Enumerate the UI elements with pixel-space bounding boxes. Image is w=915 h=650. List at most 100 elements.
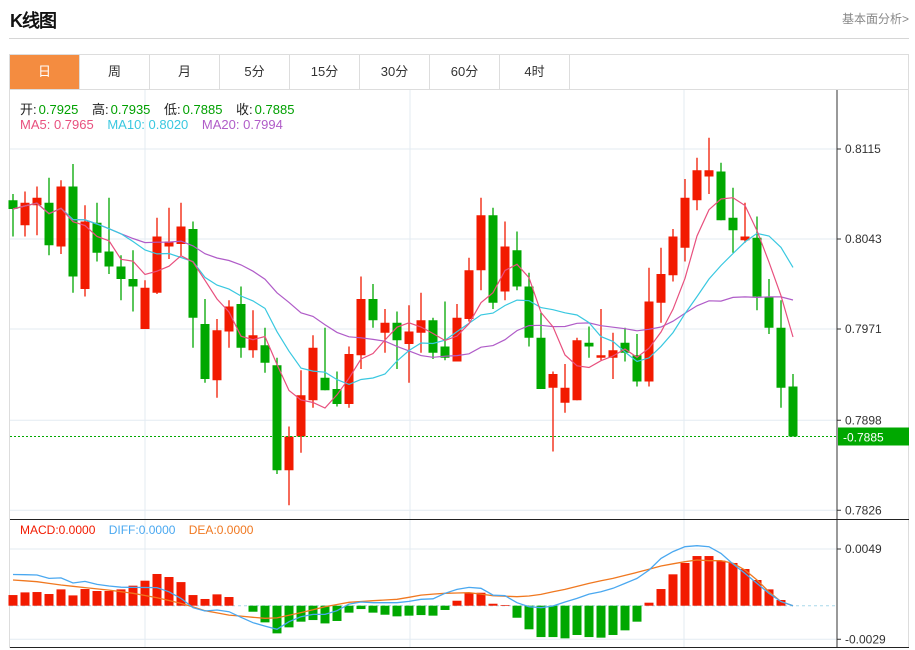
macd-bar — [140, 580, 150, 606]
macd-bar — [608, 605, 618, 635]
candle-up — [248, 335, 258, 351]
macd-bar — [68, 595, 78, 606]
candle-up — [308, 347, 318, 401]
candle-up — [500, 246, 510, 292]
ma-info: MA5: 0.7965 MA10: 0.8020 MA20: 0.7994 — [20, 117, 285, 132]
candle-down — [188, 229, 198, 318]
candle-up — [704, 170, 714, 177]
ohlc-info: 开: 0.7925 高: 0.7935 低: 0.7885 收: 0.7885 — [20, 99, 304, 118]
macd-bar — [584, 605, 594, 638]
close-value: 0.7885 — [254, 102, 295, 117]
macd-bar — [632, 605, 642, 622]
macd-bar — [500, 605, 510, 606]
macd-bar — [128, 585, 138, 606]
macd-bar — [8, 595, 18, 606]
macd-bar — [452, 600, 462, 606]
macd-bar — [488, 603, 498, 606]
price-tick-label: 0.8043 — [845, 232, 882, 246]
candle-down — [92, 222, 102, 253]
candle-up — [212, 330, 222, 381]
candle-down — [200, 324, 210, 379]
macd-bar — [752, 580, 762, 606]
tab-30min[interactable]: 30分 — [360, 55, 430, 89]
candle-up — [680, 197, 690, 248]
macd-bar — [704, 556, 714, 606]
page-title: K线图 — [10, 11, 57, 31]
candle-up — [296, 395, 306, 437]
ma5-value: MA5: 0.7965 — [20, 117, 94, 132]
candle-down — [116, 266, 126, 279]
divider — [9, 38, 909, 39]
candle-down — [440, 346, 450, 358]
macd-value: MACD:0.0000 — [20, 523, 96, 537]
candle-down — [68, 186, 78, 277]
candle-down — [260, 345, 270, 363]
macd-bar — [188, 595, 198, 606]
macd-tick-label: 0.0049 — [845, 542, 882, 556]
macd-bar — [416, 605, 426, 616]
candle-down — [620, 342, 630, 353]
macd-bar — [224, 597, 234, 606]
tab-week[interactable]: 周 — [80, 55, 150, 89]
candle-down — [488, 215, 498, 303]
price-tick-label: 0.7971 — [845, 322, 882, 336]
macd-bar — [740, 569, 750, 606]
candle-up — [380, 322, 390, 333]
price-tick-label: 0.7898 — [845, 413, 882, 427]
candle-up — [404, 331, 414, 344]
macd-bar — [572, 605, 582, 635]
macd-bar — [680, 562, 690, 606]
macd-bar — [464, 592, 474, 606]
macd-bar — [344, 605, 354, 613]
low-value: 0.7885 — [182, 102, 223, 117]
macd-bar — [476, 592, 486, 606]
candle-up — [596, 355, 606, 358]
candle-up — [548, 374, 558, 388]
candle-down — [632, 355, 642, 382]
tab-day[interactable]: 日 — [10, 55, 80, 89]
macd-bar — [668, 574, 678, 606]
current-price-label: -0.7885 — [843, 431, 884, 445]
candle-down — [788, 386, 798, 437]
macd-bar — [536, 605, 546, 638]
tab-4hour[interactable]: 4时 — [500, 55, 570, 89]
macd-bar — [176, 582, 186, 606]
candle-down — [104, 251, 114, 267]
macd-bar — [428, 605, 438, 616]
ma20-value: MA20: 0.7994 — [201, 117, 283, 132]
candle-up — [80, 221, 90, 289]
candle-down — [8, 200, 18, 209]
period-tabs: 日 周 月 5分 15分 30分 60分 4时 — [9, 54, 909, 89]
ma10-value: MA10: 0.8020 — [107, 117, 189, 132]
candle-up — [152, 236, 162, 293]
diff-line — [12, 545, 794, 631]
candle-down — [368, 299, 378, 321]
candle-down — [728, 217, 738, 231]
tab-15min[interactable]: 15分 — [290, 55, 360, 89]
candle-down — [332, 389, 342, 404]
candle-up — [644, 301, 654, 382]
macd-bar — [776, 600, 786, 606]
fundamental-analysis-link[interactable]: 基本面分析> — [841, 12, 909, 26]
macd-bar — [200, 598, 210, 606]
macd-bar — [512, 605, 522, 618]
macd-bar — [104, 591, 114, 606]
dea-line — [12, 559, 794, 619]
candle-down — [752, 237, 762, 297]
tab-month[interactable]: 月 — [150, 55, 220, 89]
macd-bar — [212, 594, 222, 606]
candle-up — [56, 186, 66, 247]
candle-up — [476, 215, 486, 271]
macd-bar — [380, 605, 390, 615]
macd-bar — [116, 589, 126, 606]
macd-bar — [32, 592, 42, 606]
tab-5min[interactable]: 5分 — [220, 55, 290, 89]
macd-bar — [284, 605, 294, 628]
candle-up — [668, 236, 678, 276]
macd-bar — [548, 605, 558, 638]
candle-up — [164, 241, 174, 247]
candle-up — [32, 197, 42, 206]
low-label: 低: — [164, 102, 181, 117]
tab-60min[interactable]: 60分 — [430, 55, 500, 89]
